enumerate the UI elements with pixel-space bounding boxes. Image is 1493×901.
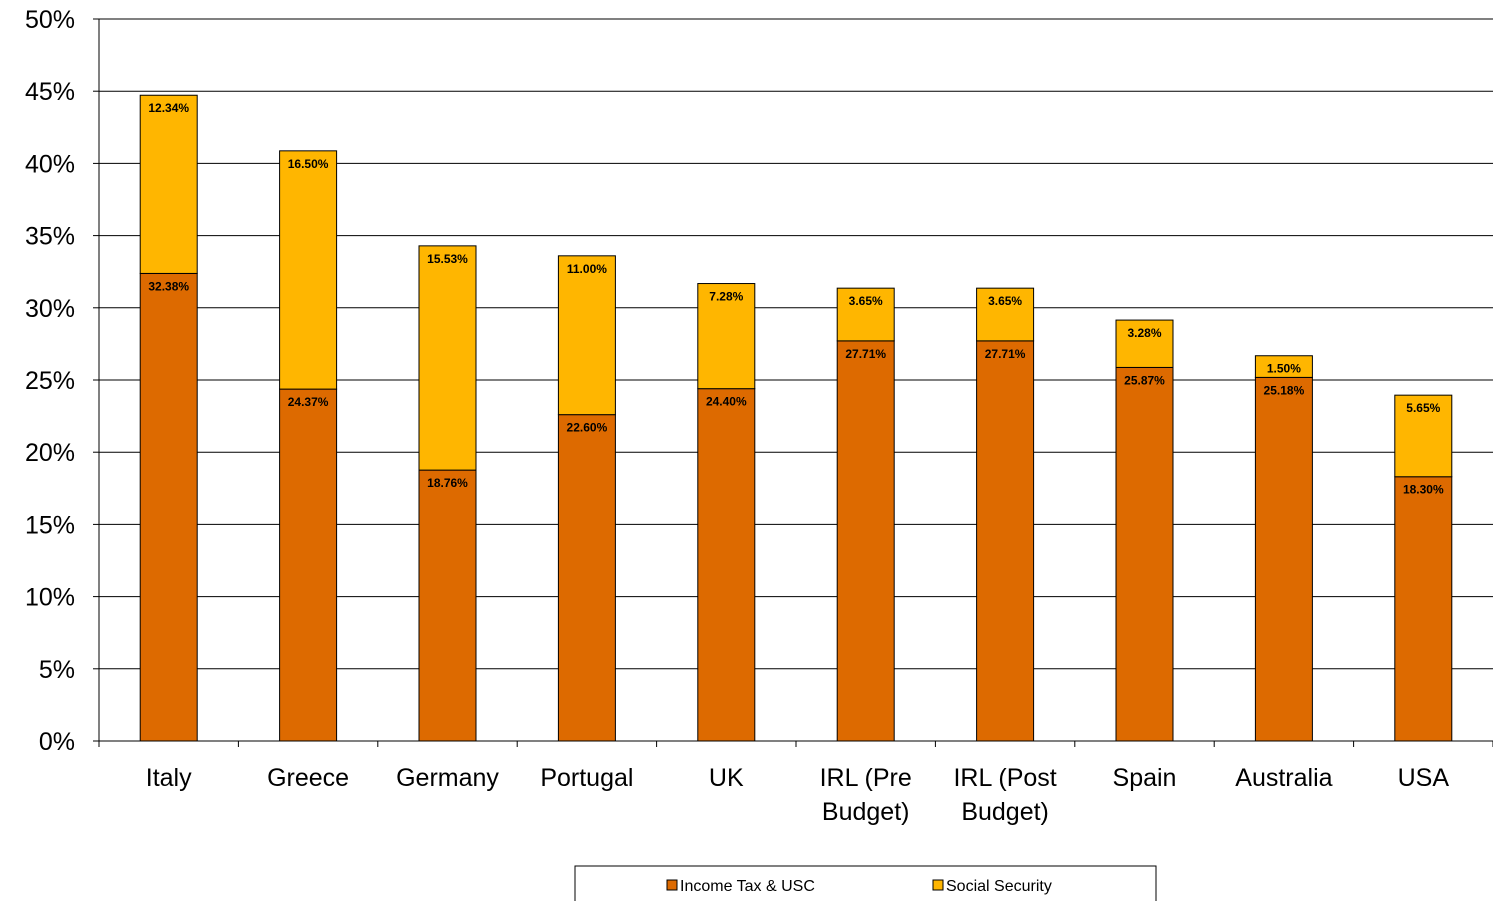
- legend: Income Tax & USC Social Security: [574, 865, 1157, 901]
- bar-value-label: 27.71%: [985, 347, 1026, 361]
- bar-value-label: 27.71%: [845, 347, 886, 361]
- bar-value-label: 32.38%: [148, 279, 189, 293]
- bar-segment: [1254, 376, 1313, 742]
- y-tick-label: 50%: [25, 6, 75, 34]
- x-category-label: Budget): [822, 798, 910, 826]
- bar-segment: [418, 245, 477, 471]
- y-tick-label: 30%: [25, 295, 75, 323]
- bar-value-label: 24.40%: [706, 395, 747, 409]
- bar-value-label: 18.76%: [427, 476, 468, 490]
- y-tick-label: 40%: [25, 150, 75, 178]
- x-category-label: IRL (Pre: [820, 764, 912, 792]
- bar-value-label: 3.65%: [849, 294, 883, 308]
- legend-box: [574, 865, 1157, 901]
- bars: [139, 94, 1453, 742]
- legend-swatch-social-security: [932, 879, 944, 891]
- bar-value-label: 3.65%: [988, 294, 1022, 308]
- bar-segment: [139, 272, 198, 742]
- x-category-label: Greece: [267, 764, 349, 792]
- y-tick-label: 15%: [25, 511, 75, 539]
- bar-segment: [836, 340, 895, 742]
- bar-value-label: 11.00%: [567, 262, 607, 276]
- y-tick-label: 25%: [25, 367, 75, 395]
- y-tick-label: 20%: [25, 439, 75, 467]
- bar-segment: [279, 150, 338, 390]
- y-tick-label: 5%: [39, 656, 75, 684]
- bar-segment: [139, 94, 198, 274]
- bar-value-label: 22.60%: [567, 421, 608, 435]
- bar-value-label: 25.18%: [1264, 383, 1305, 397]
- bar-value-label: 25.87%: [1124, 373, 1165, 387]
- x-category-label: Budget): [961, 798, 1049, 826]
- bar-segment: [1394, 476, 1453, 742]
- bar-segment: [279, 388, 338, 742]
- bar-value-label: 12.34%: [148, 101, 189, 115]
- legend-swatch-income-tax: [666, 879, 678, 891]
- y-tick-label: 45%: [25, 78, 75, 106]
- x-category-label: Italy: [146, 764, 192, 792]
- x-category-label: IRL (Post: [953, 764, 1056, 792]
- bar-segment: [1254, 355, 1313, 378]
- bar-segment: [697, 283, 756, 390]
- bar-value-label: 15.53%: [427, 252, 468, 266]
- bar-segment: [976, 340, 1035, 742]
- bar-value-label: 1.50%: [1267, 362, 1301, 376]
- bar-value-label: 24.37%: [288, 395, 329, 409]
- x-category-label: Spain: [1113, 764, 1177, 792]
- axes: 0% 5% 10% 15% 20% 25% 30% 35% 40% 45% 50% Italy Gree…: [25, 6, 1493, 826]
- x-category-label: USA: [1398, 764, 1450, 792]
- bar-value-label: 18.30%: [1403, 483, 1444, 497]
- bar-value-label: 5.65%: [1406, 401, 1440, 415]
- data-labels: 32.38% 12.34% 24.37% 16.50% 18.76% 15.53% 22.6…: [148, 101, 1444, 497]
- bar-segment: [976, 287, 1035, 342]
- y-tick-label: 10%: [25, 584, 75, 612]
- bar-segment: [697, 388, 756, 742]
- bar-segment: [557, 255, 616, 416]
- x-category-label: Portugal: [540, 764, 633, 792]
- x-category-label: Germany: [396, 764, 499, 792]
- x-category-label: UK: [709, 764, 744, 792]
- legend-label-income-tax: Income Tax & USC: [680, 878, 815, 895]
- y-tick-label: 35%: [25, 223, 75, 251]
- legend-label-social-security: Social Security: [946, 878, 1052, 895]
- bar-segment: [418, 469, 477, 742]
- bar-segment: [1394, 394, 1453, 478]
- bar-segment: [1115, 319, 1174, 368]
- bar-value-label: 7.28%: [709, 290, 743, 304]
- bar-value-label: 3.28%: [1127, 326, 1161, 340]
- y-tick-label: 0%: [39, 728, 75, 756]
- bar-segment: [1115, 366, 1174, 742]
- bar-segment: [557, 414, 616, 742]
- bar-value-label: 16.50%: [288, 157, 329, 171]
- x-category-label: Australia: [1235, 764, 1332, 792]
- bar-segment: [836, 287, 895, 342]
